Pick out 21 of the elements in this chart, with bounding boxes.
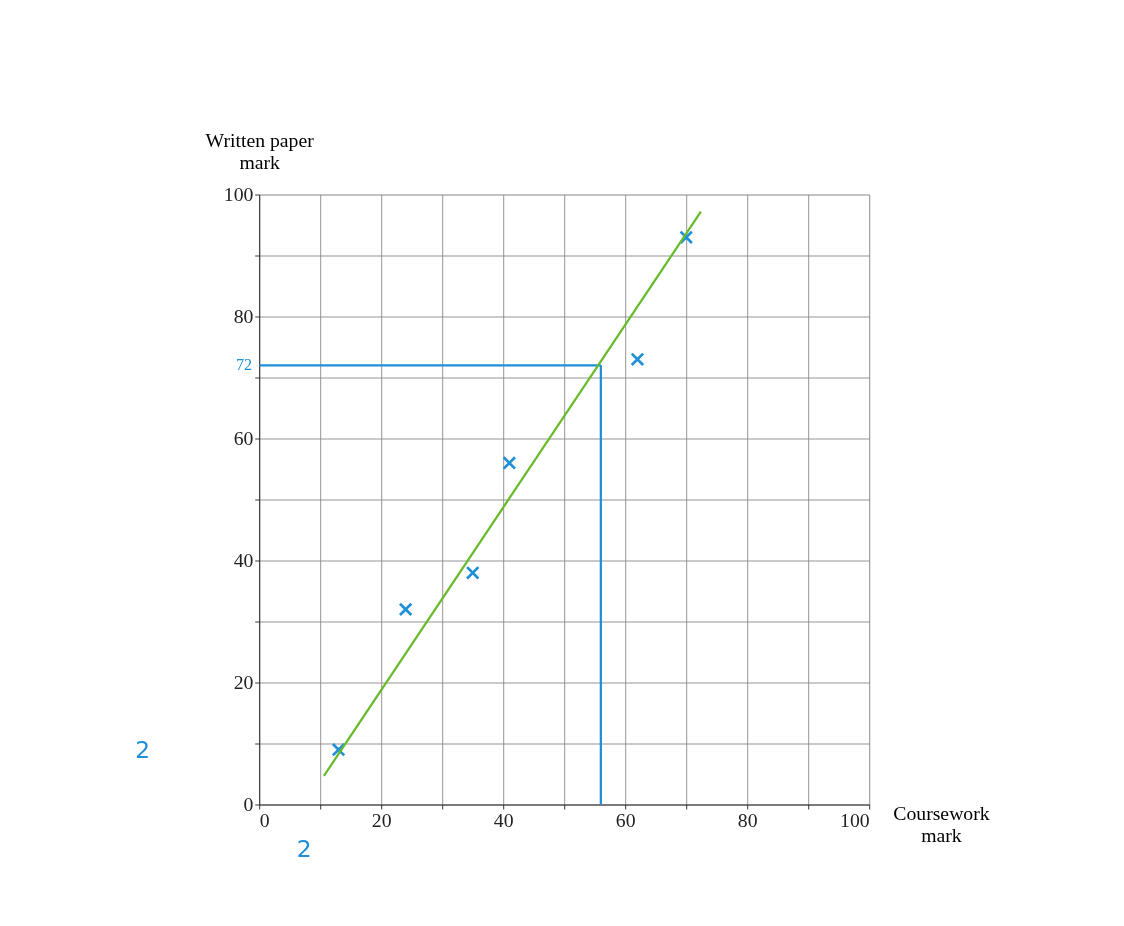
y-tick-label: 80 <box>233 305 254 328</box>
x-tick-label: 20 <box>371 808 392 831</box>
y-axis-title: Written paper mark <box>205 129 315 173</box>
y-tick-label: 60 <box>233 427 254 450</box>
ref-line-label: 72 <box>235 355 253 373</box>
x-axis-title: Coursework mark <box>893 802 990 846</box>
x-tick-label: 40 <box>493 808 514 831</box>
x-tick-label: 100 <box>840 808 870 831</box>
y-tick-label: 0 <box>243 793 254 816</box>
point <box>630 352 645 367</box>
point <box>398 602 413 617</box>
point <box>502 455 517 470</box>
text: 2 <box>296 834 312 862</box>
x-tick-label: 0 <box>259 808 270 831</box>
point <box>465 565 480 580</box>
text: 2 <box>135 735 151 763</box>
y-tick-label: 100 <box>223 183 254 206</box>
y-tick-label: 20 <box>233 671 254 694</box>
y-tick-label: 40 <box>233 549 254 572</box>
x-tick-label: 80 <box>737 808 758 831</box>
x-tick-label: 60 <box>615 808 636 831</box>
